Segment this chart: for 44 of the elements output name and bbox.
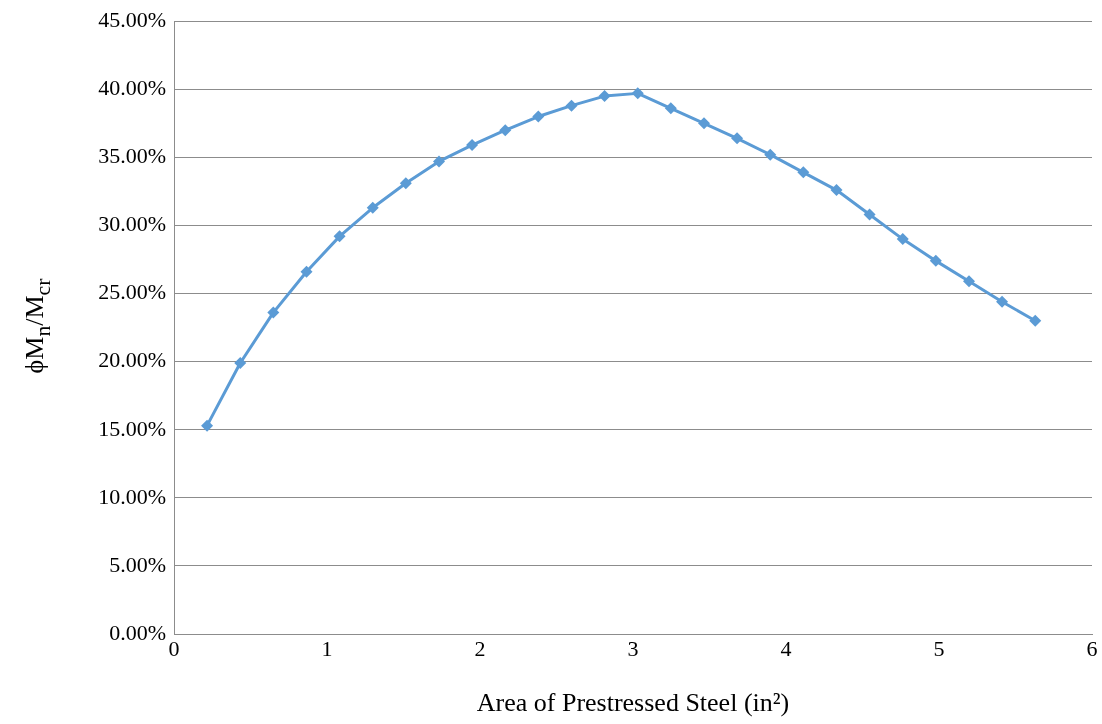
- point: [300, 265, 313, 278]
- y-tick-label: 25.00%: [98, 279, 166, 305]
- point: [962, 275, 975, 288]
- point: [863, 208, 876, 221]
- point: [366, 201, 379, 214]
- point: [433, 155, 445, 168]
- y-tick-label: 10.00%: [98, 483, 166, 509]
- x-tick-label: 0: [168, 635, 180, 661]
- point: [201, 419, 214, 432]
- point: [830, 184, 843, 197]
- point: [996, 295, 1009, 308]
- point: [697, 117, 710, 130]
- x-axis-title: Area of Prestressed Steel (in²): [475, 688, 791, 718]
- point: [631, 87, 644, 100]
- y-tick-label: 0.00%: [109, 619, 166, 645]
- point: [333, 230, 346, 243]
- x-tick-label: 2: [474, 635, 486, 661]
- x-tick-label: 1: [321, 635, 333, 661]
- point: [896, 233, 909, 246]
- point: [1029, 314, 1042, 327]
- y-tick-label: 30.00%: [98, 211, 166, 237]
- point: [731, 132, 744, 145]
- point: [664, 102, 677, 115]
- point: [234, 357, 247, 370]
- y-tick-label: 40.00%: [98, 75, 166, 101]
- point: [499, 124, 512, 137]
- y-tick-label: 15.00%: [98, 415, 166, 441]
- point: [598, 90, 611, 103]
- point: [764, 148, 777, 161]
- y-tick-label: 35.00%: [98, 143, 166, 169]
- point: [565, 99, 578, 112]
- point: [399, 177, 412, 190]
- y-tick-label: 20.00%: [98, 347, 166, 373]
- point: [267, 306, 280, 319]
- point: [929, 254, 942, 267]
- point: [532, 110, 545, 123]
- point: [466, 139, 479, 152]
- y-tick-label: 45.00%: [98, 6, 166, 32]
- point: [797, 166, 810, 179]
- x-tick-label: 4: [780, 635, 792, 661]
- x-tick-label: 6: [1086, 635, 1098, 661]
- x-tick-label: 3: [627, 635, 639, 661]
- x-tick-label: 5: [933, 635, 945, 661]
- y-tick-label: 5.00%: [109, 551, 166, 577]
